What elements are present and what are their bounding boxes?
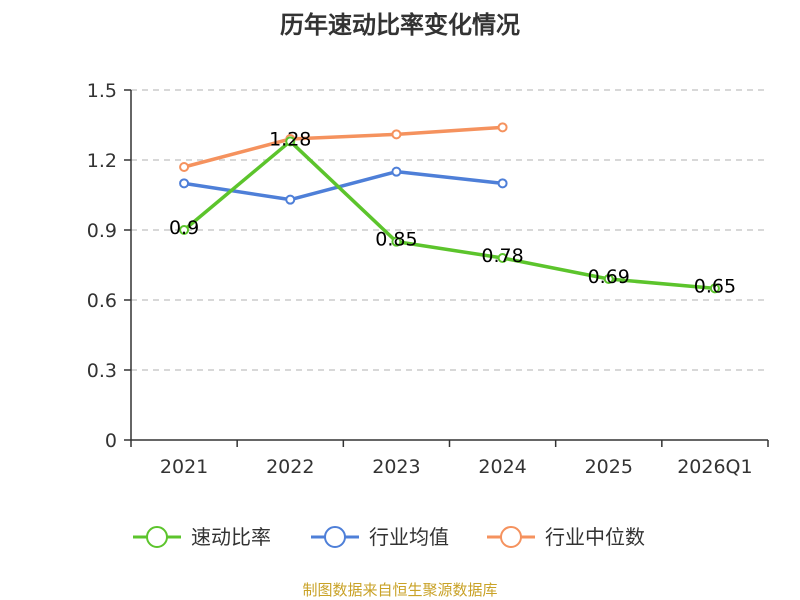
series-group bbox=[179, 122, 720, 294]
x-tick-label: 2025 bbox=[585, 456, 633, 478]
data-point bbox=[391, 236, 402, 247]
x-tick-label: 2022 bbox=[266, 456, 314, 478]
y-tick-label: 0.6 bbox=[87, 290, 117, 312]
data-point bbox=[497, 178, 508, 189]
y-tick-label: 0.9 bbox=[87, 220, 117, 242]
legend-item: 速动比率 bbox=[133, 525, 271, 549]
axes: 0 0.3 0.6 0.9 1.2 1.5 2021 2022 2023 2024 2025 2026… bbox=[87, 80, 769, 478]
data-label: 0.85 bbox=[375, 229, 417, 251]
data-label: 0.78 bbox=[481, 245, 523, 267]
x-tick-label: 2024 bbox=[478, 456, 526, 478]
data-labels: 0.9 1.28 0.85 0.78 0.69 0.65 bbox=[169, 128, 736, 297]
grid-lines bbox=[131, 89, 768, 371]
y-tick-label: 0.3 bbox=[87, 360, 117, 382]
legend-item: 行业均值 bbox=[311, 525, 449, 549]
data-point bbox=[603, 274, 614, 284]
data-point bbox=[179, 225, 190, 235]
source-note: 制图数据来自恒生聚源数据库 bbox=[302, 581, 497, 599]
legend-label: 行业均值 bbox=[369, 525, 449, 549]
x-tick-label: 2021 bbox=[160, 456, 208, 478]
legend-label: 行业中位数 bbox=[545, 525, 645, 549]
data-point bbox=[391, 129, 402, 140]
x-tick-label: 2026Q1 bbox=[677, 456, 752, 478]
data-point bbox=[391, 166, 402, 177]
y-tick-label: 0 bbox=[105, 430, 117, 452]
data-label: 0.9 bbox=[169, 217, 199, 239]
data-label: 0.69 bbox=[588, 266, 630, 288]
legend-marker bbox=[146, 526, 168, 548]
series-line bbox=[182, 169, 505, 202]
series-行业均值 bbox=[179, 166, 508, 205]
data-point bbox=[285, 136, 296, 147]
legend-marker bbox=[324, 526, 346, 548]
data-label: 0.65 bbox=[694, 275, 736, 297]
data-point bbox=[179, 162, 190, 172]
x-tick-label: 2023 bbox=[372, 456, 420, 478]
data-point bbox=[709, 283, 720, 294]
chart-title: 历年速动比率变化情况 bbox=[280, 11, 520, 39]
series-line bbox=[182, 125, 505, 169]
series-速动比率 bbox=[179, 136, 720, 294]
legend: 速动比率 行业均值 行业中位数 bbox=[133, 525, 645, 549]
data-point bbox=[497, 122, 508, 133]
data-point bbox=[285, 194, 296, 205]
legend-item: 行业中位数 bbox=[487, 525, 645, 549]
data-point bbox=[497, 253, 508, 263]
data-label: 1.28 bbox=[269, 128, 311, 150]
y-tick-label: 1.5 bbox=[87, 80, 117, 102]
data-point bbox=[179, 178, 190, 189]
series-line bbox=[182, 139, 717, 291]
series-行业中位数 bbox=[179, 122, 508, 172]
legend-label: 速动比率 bbox=[191, 525, 271, 549]
y-tick-label: 1.2 bbox=[87, 150, 117, 172]
legend-marker bbox=[500, 526, 522, 548]
